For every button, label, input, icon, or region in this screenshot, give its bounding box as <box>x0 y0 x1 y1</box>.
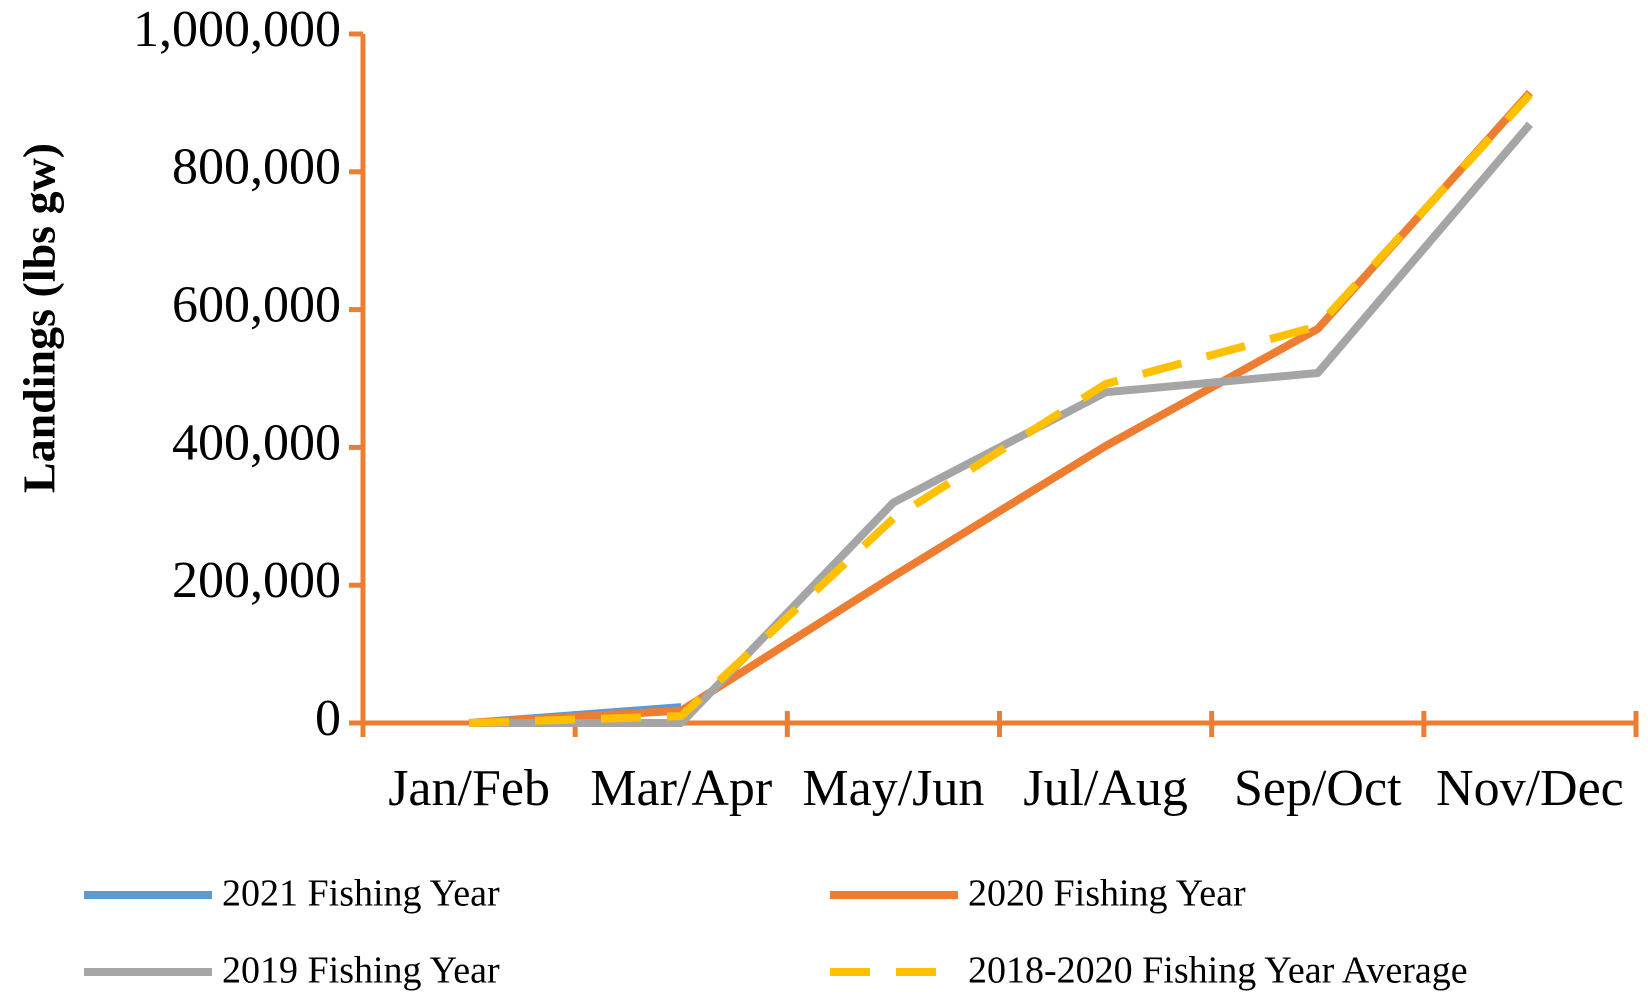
y-tick-label: 600,000 <box>172 277 341 334</box>
x-tick-label: May/Jun <box>802 760 984 817</box>
x-tick-label: Nov/Dec <box>1436 760 1624 817</box>
x-tick-label: Jul/Aug <box>1023 760 1188 817</box>
y-axis-title: Landings (lbs gw) <box>14 143 65 493</box>
legend-label: 2021 Fishing Year <box>222 873 500 915</box>
x-tick-label: Sep/Oct <box>1234 760 1402 817</box>
legend-label: 2019 Fishing Year <box>222 950 500 992</box>
series-line <box>468 89 1533 727</box>
y-tick-label: 400,000 <box>172 414 341 471</box>
x-tick-label: Mar/Apr <box>590 760 772 817</box>
y-tick-label: 200,000 <box>172 552 341 609</box>
y-tick-label: 800,000 <box>172 139 341 196</box>
series-line <box>469 121 1533 727</box>
series-line <box>468 91 1533 727</box>
x-tick-label: Jan/Feb <box>388 760 550 817</box>
legend-label: 2018-2020 Fishing Year Average <box>968 950 1468 992</box>
y-tick-label: 1,000,000 <box>133 1 341 58</box>
y-tick-label: 0 <box>315 690 341 747</box>
legend-label: 2020 Fishing Year <box>968 873 1246 915</box>
